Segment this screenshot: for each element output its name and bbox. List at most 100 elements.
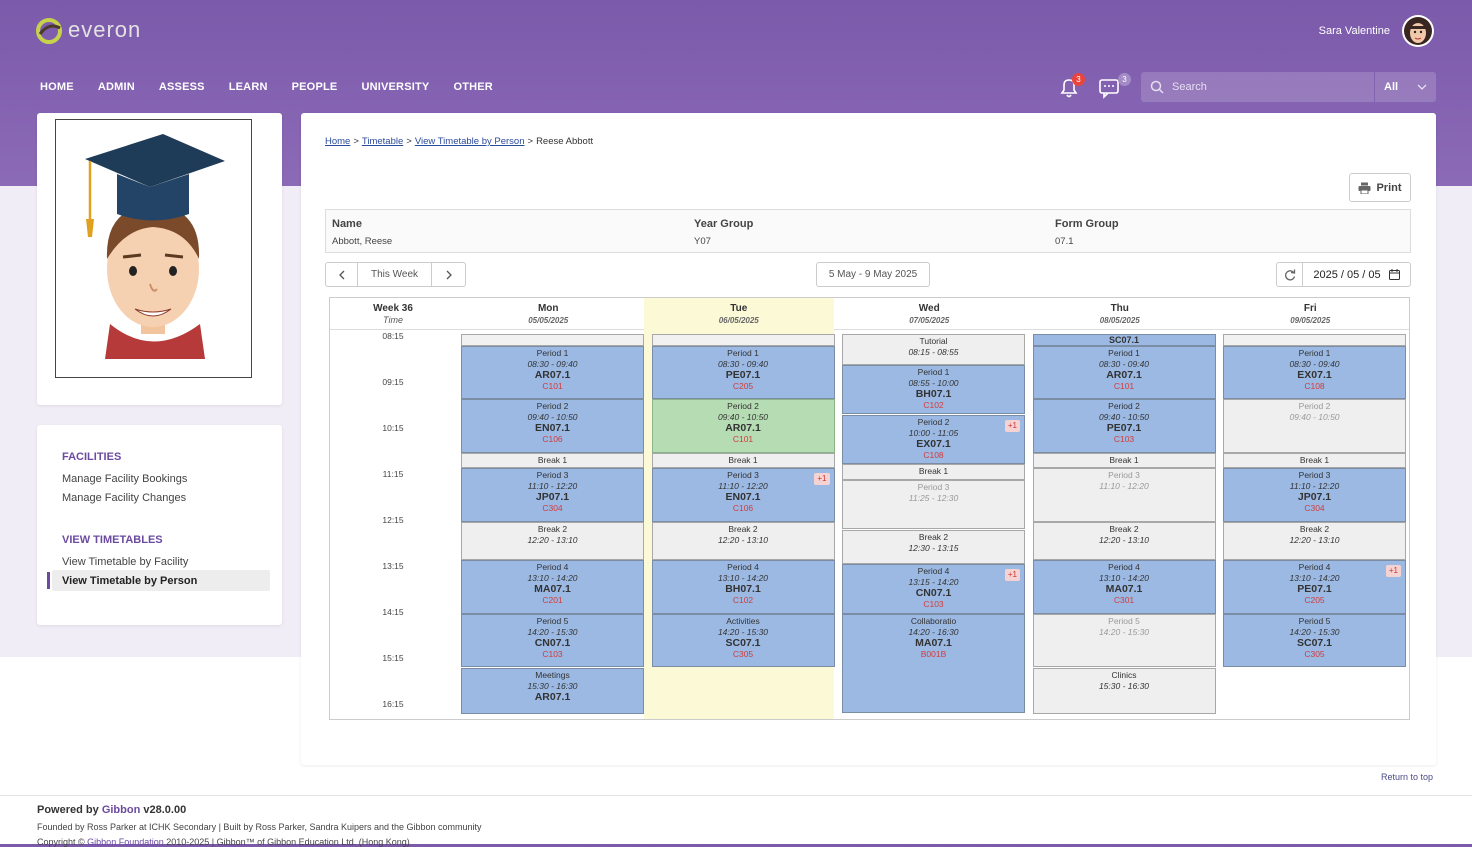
event-room: C108	[923, 449, 944, 460]
nav-item[interactable]: PEOPLE	[291, 81, 338, 93]
search-box[interactable]: Search	[1141, 72, 1374, 102]
breadcrumb-link[interactable]: View Timetable by Person	[414, 136, 525, 147]
event-room: C108	[1304, 380, 1325, 391]
next-week[interactable]	[431, 262, 466, 287]
timetable-event[interactable]: Period 4 13:10 - 14:20 BH07.1 C102	[651, 560, 835, 614]
breadcrumb-link[interactable]: Timetable	[361, 136, 404, 147]
timetable-event[interactable]: Period 1 08:55 - 10:00 BH07.1 C102	[842, 364, 1025, 415]
menu-link[interactable]: Manage Facility Bookings	[62, 473, 188, 485]
event-name: Break 1	[918, 466, 949, 477]
nav-item[interactable]: OTHER	[453, 81, 493, 93]
date-range[interactable]: 5 May - 9 May 2025	[816, 262, 930, 287]
timetable-event[interactable]: Period 5 14:20 - 15:30	[1032, 613, 1216, 668]
foundation-link[interactable]: Gibbon Foundation	[87, 837, 164, 847]
event-name: Break 2	[1109, 523, 1139, 534]
timetable-event[interactable]: Period 3 11:10 - 12:20 JP07.1 C304	[461, 468, 644, 522]
timetable-event[interactable]: Break 2 12:20 - 13:10	[461, 521, 644, 561]
this-week[interactable]: This Week	[357, 262, 432, 287]
event-class: EX07.1	[916, 437, 951, 450]
return-to-top[interactable]: Return to top	[1380, 772, 1433, 782]
timetable-event[interactable]	[651, 334, 835, 346]
timetable-event[interactable]: Period 1 08:30 - 09:40 EX07.1 C108	[1223, 345, 1406, 400]
timetable-event[interactable]: Break 2 12:20 - 13:10	[651, 521, 835, 561]
timetable-event[interactable]: Break 2 12:30 - 13:15	[842, 529, 1025, 564]
logo-text[interactable]: everon	[68, 17, 142, 42]
timetable-event[interactable]: Collaboratio 14:20 - 16:30 MA07.1 B001B	[842, 613, 1025, 714]
time-tick-label: 09:15	[382, 377, 404, 387]
messages-icon[interactable]	[1098, 75, 1124, 99]
timetable-event[interactable]: Period 5 14:20 - 15:30 SC07.1 C305	[1223, 613, 1406, 668]
event-class: SC07.1	[1296, 636, 1333, 649]
event-room: C304	[1304, 503, 1325, 514]
timetable-event[interactable]: Break 1	[842, 464, 1025, 480]
search-scope[interactable]: All	[1375, 72, 1436, 102]
timetable-event[interactable]: Period 4 13:10 - 14:20 MA07.1 C301	[1032, 560, 1216, 614]
timetable-event[interactable]: Break 1	[651, 452, 835, 469]
timetable-event[interactable]: Period 4 13:10 - 14:20 MA07.1 C201	[461, 560, 644, 614]
menu-link[interactable]: View Timetable by Facility	[62, 556, 189, 568]
timetable-event[interactable]: Period 1 08:30 - 09:40 AR07.1 C101	[1032, 345, 1216, 400]
copyright-line: Copyright © Gibbon Foundation 2010-2025 …	[37, 837, 410, 847]
timetable-event[interactable]: Period 1 08:30 - 09:40 AR07.1 C101	[461, 345, 644, 400]
timetable-event[interactable]: Period 2 09:40 - 10:50 EN07.1 C106	[461, 399, 644, 453]
timetable-event[interactable]: Meetings 15:30 - 16:30 AR07.1	[461, 667, 644, 714]
print-button[interactable]: Print	[1349, 173, 1411, 202]
event-time: 15:30 - 16:30	[1098, 680, 1150, 691]
timetable-event[interactable]: Period 3 11:25 - 12:30	[842, 479, 1025, 530]
event-time: 11:25 - 12:30	[908, 492, 959, 503]
event-name: Activities	[726, 615, 760, 626]
timetable-event[interactable]: SC07.1	[1032, 334, 1216, 346]
date-input[interactable]: 2025 / 05 / 05	[1302, 262, 1411, 287]
timetable-event[interactable]: Period 2 09:40 - 10:50 AR07.1 C101	[651, 399, 835, 453]
timetable-event[interactable]: Break 1	[1032, 452, 1216, 469]
menu-link[interactable]: Manage Facility Changes	[62, 492, 187, 504]
day-date: 09/05/2025	[1290, 316, 1331, 325]
menu-card	[37, 425, 282, 625]
event-class: PE07.1	[1297, 583, 1332, 596]
timetable-event[interactable]: Period 4 13:15 - 14:20 CN07.1 C103 +1	[842, 564, 1025, 614]
timetable-event[interactable]: Break 2 12:20 - 13:10	[1223, 521, 1406, 561]
timetable-event[interactable]: Period 5 14:20 - 15:30 CN07.1 C103	[461, 613, 644, 668]
nav-item[interactable]: HOME	[40, 81, 74, 93]
event-time: 11:10 - 12:20	[1099, 481, 1149, 492]
timetable-event[interactable]: Clinics 15:30 - 16:30	[1032, 667, 1216, 714]
prev-week[interactable]	[325, 262, 358, 287]
event-time: 11:10 - 12:20	[718, 481, 768, 492]
event-room: C205	[1304, 595, 1325, 606]
timetable-event[interactable]: Period 4 13:10 - 14:20 PE07.1 C205 +1	[1223, 560, 1406, 614]
day-name: Thu	[1110, 303, 1129, 314]
timetable-event[interactable]	[1223, 334, 1406, 346]
timetable-event[interactable]: Period 2 09:40 - 10:50	[1223, 399, 1406, 453]
timetable-event[interactable]: Period 3 11:10 - 12:20 EN07.1 C106 +1	[651, 468, 835, 522]
timetable-event[interactable]: Break 2 12:20 - 13:10	[1032, 521, 1216, 561]
timetable-event[interactable]: Tutorial 08:15 - 08:55	[842, 334, 1025, 365]
menu-link[interactable]: View Timetable by Person	[62, 575, 198, 587]
user-name[interactable]: Sara Valentine	[1318, 25, 1390, 37]
breadcrumb-link[interactable]: Home	[325, 136, 351, 147]
event-time: 08:30 - 09:40	[717, 358, 769, 369]
event-class: JP07.1	[1297, 491, 1332, 504]
timetable-event[interactable]: Period 2 10:00 - 11:05 EX07.1 C108 +1	[842, 414, 1025, 465]
nav-item[interactable]: LEARN	[228, 81, 268, 93]
nav-item[interactable]: UNIVERSITY	[361, 81, 430, 93]
timetable-event[interactable]: Period 2 09:40 - 10:50 PE07.1 C103	[1032, 399, 1216, 453]
timetable-event[interactable]: Period 3 11:10 - 12:20 JP07.1 C304	[1223, 468, 1406, 522]
nav-item[interactable]: ADMIN	[97, 81, 135, 93]
event-time: 11:10 - 12:20	[527, 481, 578, 492]
timetable-event[interactable]: Period 3 11:10 - 12:20	[1032, 468, 1216, 522]
user-avatar[interactable]	[1401, 14, 1435, 48]
timetable-event[interactable]: Break 1	[1223, 452, 1406, 469]
timetable-event[interactable]: Break 1	[461, 452, 644, 469]
founded-line: Founded by Ross Parker at ICHK Secondary…	[37, 822, 482, 832]
gibbon-link[interactable]: Gibbon	[101, 804, 141, 816]
event-time: 08:30 - 09:40	[1289, 358, 1340, 369]
nav-item[interactable]: ASSESS	[158, 81, 205, 93]
timetable-event[interactable]: Period 1 08:30 - 09:40 PE07.1 C205	[651, 345, 835, 400]
event-room: C304	[542, 503, 563, 514]
refresh-button[interactable]	[1276, 262, 1303, 287]
timetable-event[interactable]	[461, 334, 644, 346]
day-date: 05/05/2025	[528, 316, 569, 325]
breadcrumb-current: Reese Abbott	[536, 136, 594, 147]
event-time: 09:40 - 10:50	[717, 412, 769, 423]
timetable-event[interactable]: Activities 14:20 - 15:30 SC07.1 C305	[651, 613, 835, 668]
